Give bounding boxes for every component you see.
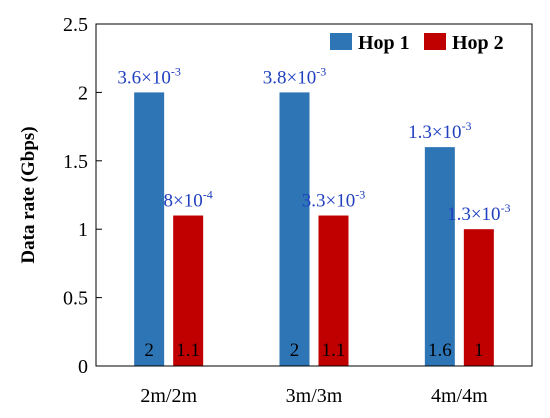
labels-layer: 2 3.6×10-3 1.1 8×10-4 2 3.8×10-3 1.1 3.3×10-3 1.… [117,64,510,361]
bar-value-label: 1.6 [428,340,452,361]
bar-annotation: 1.3×10-3 [447,201,510,225]
x-tick-label: 3m/3m [286,385,343,407]
bar-hop-1 [279,92,310,367]
legend: Hop 1 Hop 2 [330,32,504,54]
y-tick-label: 2 [78,82,88,104]
y-tick-label: 0 [78,356,88,378]
y-tick-label: 2.5 [63,14,88,36]
plot-frame [95,23,533,367]
bars-layer [134,92,494,367]
bar-value-label: 2 [144,340,154,361]
bar-hop-2 [463,229,494,366]
y-tick-label: 1.5 [63,151,88,173]
axes-layer: 0 0.5 1 1.5 2 2.5 2m/2m 3m/3m 4m/4m [63,14,488,407]
bar-value-label: 1 [474,340,484,361]
bar-annotation: 3.8×10-3 [263,64,326,88]
bar-value-label: 1.1 [322,340,346,361]
x-tick-label: 4m/4m [431,385,488,407]
bar-annotation: 3.3×10-3 [302,188,365,212]
bar-annotation: 1.3×10-3 [408,119,471,143]
bar-hop-1 [424,147,455,366]
bar-annotation: 8×10-4 [164,188,213,212]
bar-hop-2 [173,215,204,366]
bar-hop-2 [318,215,349,366]
legend-swatch [330,33,352,50]
y-axis-title: Data rate (Gbps) [18,126,39,263]
y-tick-label: 0.5 [63,288,88,310]
y-tick-label: 1 [78,219,88,241]
x-tick-label: 2m/2m [140,385,197,407]
bar-hop-1 [134,92,165,367]
bar-annotation: 3.6×10-3 [117,64,180,88]
legend-label: Hop 2 [452,32,504,54]
legend-swatch [424,33,446,50]
bar-value-label: 1.1 [176,340,200,361]
legend-label: Hop 1 [358,32,410,54]
bar-value-label: 2 [290,340,300,361]
